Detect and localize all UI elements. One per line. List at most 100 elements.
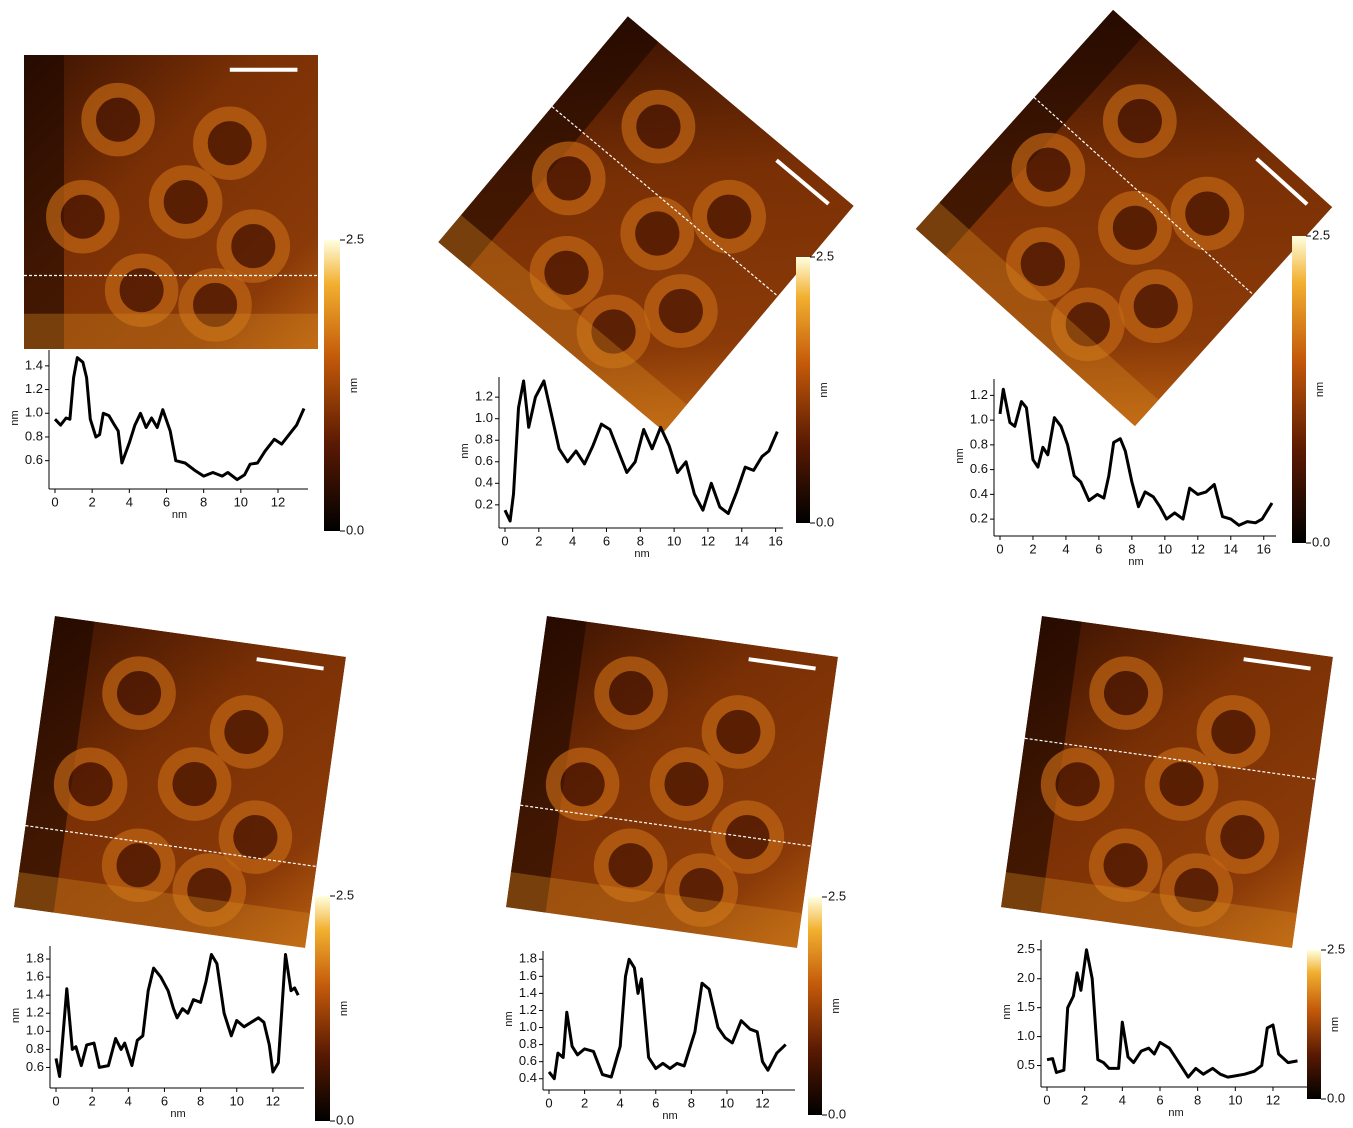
- y-tick-label: 0.8: [26, 1041, 44, 1056]
- x-axis-label: nm: [662, 1110, 677, 1122]
- afm-bright: [24, 313, 318, 349]
- scale-bar: [1243, 657, 1311, 671]
- afm-ring: [46, 179, 120, 254]
- colorbar-label: nm: [818, 382, 830, 397]
- colorbar-tick-label: 0.0: [828, 1106, 846, 1121]
- y-tick-label: 0.6: [519, 1053, 537, 1068]
- y-axis-label: nm: [1001, 1004, 1013, 1019]
- y-tick-label: 1.0: [1017, 1028, 1035, 1043]
- x-tick-label: 6: [603, 533, 610, 548]
- colorbar-label: nm: [338, 1001, 350, 1016]
- colorbar-label: nm: [1314, 382, 1326, 397]
- afm-ring: [172, 853, 247, 927]
- x-tick-label: 8: [1128, 541, 1135, 556]
- y-tick-label: 0.4: [970, 486, 988, 501]
- colorbar-tick-label: 0.0: [1312, 534, 1330, 549]
- y-tick-label: 0.2: [475, 496, 493, 511]
- afm-edge: [13, 615, 95, 913]
- y-tick-label: 1.0: [25, 405, 43, 420]
- afm-image: [438, 16, 854, 432]
- colorbar-tick-label: 0.0: [336, 1112, 354, 1127]
- x-tick-label: 2: [89, 1093, 96, 1108]
- x-tick-label: 4: [125, 1093, 132, 1108]
- x-tick-label: 10: [667, 533, 681, 548]
- x-tick-label: 12: [266, 1093, 280, 1108]
- afm-ring: [216, 209, 291, 283]
- colorbar-tick-label: 2.5: [816, 248, 834, 263]
- colorbar-tick-label: 2.5: [1327, 941, 1345, 956]
- x-tick-label: 12: [271, 494, 285, 509]
- scale-bar: [748, 657, 816, 671]
- x-tick-label: 8: [197, 1093, 204, 1108]
- profile: [54, 953, 300, 1078]
- afm-ring: [148, 165, 223, 239]
- x-axis-label: nm: [634, 548, 649, 560]
- y-axis-label: nm: [954, 448, 966, 463]
- afm-ring: [594, 656, 668, 730]
- x-tick-label: 12: [701, 533, 715, 548]
- y-tick-label: 1.4: [519, 985, 537, 1000]
- afm-ring: [157, 747, 232, 821]
- afm-content: [915, 9, 1333, 427]
- y-tick-label: 0.2: [970, 511, 988, 526]
- afm-ring: [1144, 747, 1219, 821]
- x-tick-label: 14: [735, 533, 749, 548]
- x-tick-label: 2: [581, 1095, 588, 1110]
- y-tick-label: 1.6: [26, 969, 44, 984]
- afm-image: [915, 9, 1333, 427]
- afm-ring: [1196, 695, 1271, 769]
- colorbar-label: nm: [830, 998, 842, 1013]
- afm-ring: [1088, 828, 1163, 902]
- x-tick-label: 14: [1224, 541, 1238, 556]
- profile: [53, 356, 306, 482]
- y-tick-label: 1.0: [970, 412, 988, 427]
- y-tick-label: 1.4: [26, 987, 44, 1002]
- colorbar-tick-label: 2.5: [828, 888, 846, 903]
- afm-bright: [915, 202, 1159, 427]
- y-tick-label: 0.6: [475, 453, 493, 468]
- profile-line: [1024, 737, 1316, 780]
- afm-ring: [545, 747, 620, 822]
- x-tick-label: 10: [1228, 1092, 1242, 1107]
- afm-ring: [621, 89, 696, 164]
- y-tick-label: 0.4: [519, 1070, 537, 1085]
- x-tick-label: 6: [163, 494, 170, 509]
- afm-edge: [505, 615, 587, 913]
- colorbar-tick-label: 2.5: [346, 231, 364, 246]
- y-tick-label: 1.2: [25, 381, 43, 396]
- x-tick-label: 4: [1119, 1092, 1126, 1107]
- afm-ring: [1050, 287, 1125, 362]
- afm-ring: [193, 106, 267, 180]
- scale-bar: [1255, 157, 1309, 206]
- x-tick-label: 10: [1158, 541, 1172, 556]
- y-axis-label: nm: [9, 410, 21, 425]
- x-tick-label: 0: [996, 541, 1003, 556]
- afm-ring: [701, 695, 776, 769]
- x-tick-label: 0: [51, 494, 58, 509]
- panel: 0.2 0.4 0.6 0.8 1.0 1.2 0 2 4 6 8 10 12 14 16 nm nm 0.0 2.…: [438, 16, 854, 560]
- x-tick-label: 2: [535, 533, 542, 548]
- afm-ring: [1159, 853, 1234, 927]
- colorbar: [1307, 950, 1321, 1099]
- colorbar-tick-label: 2.5: [1312, 227, 1330, 242]
- afm-ring: [1118, 269, 1193, 344]
- y-tick-label: 1.8: [26, 950, 44, 965]
- y-tick-label: 0.8: [970, 436, 988, 451]
- afm-bright: [438, 215, 687, 432]
- colorbar-label: nm: [1329, 1017, 1341, 1032]
- y-tick-label: 0.5: [1017, 1057, 1035, 1072]
- profile: [547, 957, 787, 1081]
- afm-ring: [102, 656, 176, 730]
- y-tick-label: 1.2: [475, 389, 493, 404]
- x-tick-label: 4: [1062, 541, 1069, 556]
- profile-line: [520, 804, 812, 847]
- x-tick-label: 6: [1156, 1092, 1163, 1107]
- colorbar: [796, 257, 810, 523]
- x-tick-label: 6: [652, 1095, 659, 1110]
- afm-edge: [438, 16, 659, 268]
- afm-edge: [1000, 615, 1082, 913]
- afm-ring: [1005, 227, 1080, 301]
- y-tick-label: 0.6: [25, 452, 43, 467]
- x-tick-label: 0: [545, 1095, 552, 1110]
- profile: [1046, 948, 1298, 1079]
